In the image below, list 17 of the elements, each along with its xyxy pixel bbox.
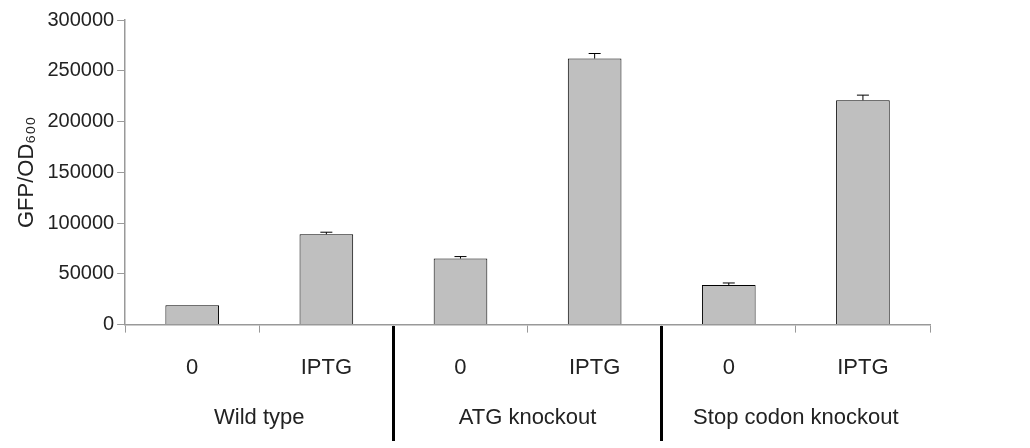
x-tick-label: IPTG xyxy=(300,353,353,379)
y-tick-label: 150000 xyxy=(47,159,115,182)
text: Stop codon knockout xyxy=(693,404,899,430)
y-tick-label: 200000 xyxy=(47,109,115,132)
x-tick-label: IPTG xyxy=(568,353,621,379)
text: Wild type xyxy=(214,404,305,430)
y-tick-label: 50000 xyxy=(58,261,115,284)
y-axis-title: GFP/OD₆₀₀ xyxy=(13,116,39,229)
text: ATG knockout xyxy=(458,404,597,430)
y-tick-label: 300000 xyxy=(47,7,115,30)
y-tick-label: 250000 xyxy=(47,58,115,81)
x-tick-label: IPTG xyxy=(837,353,889,379)
y-tick-label: 0 xyxy=(103,312,115,335)
x-tick-label: 0 xyxy=(454,353,467,379)
x-tick-label: 0 xyxy=(186,353,199,379)
x-tick-label: 0 xyxy=(722,353,735,379)
y-tick-label: 100000 xyxy=(47,210,115,233)
